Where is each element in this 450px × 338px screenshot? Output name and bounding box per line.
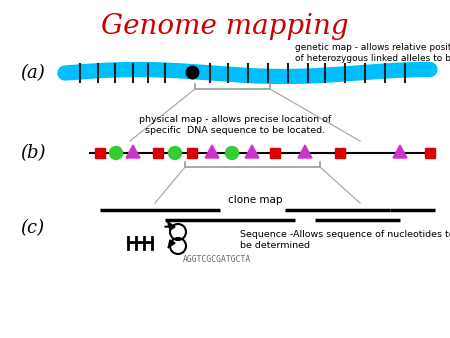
Bar [187,148,197,158]
Polygon shape [298,145,312,158]
Circle shape [225,146,238,160]
Polygon shape [393,145,407,158]
Polygon shape [168,240,175,248]
Bar [153,148,163,158]
Text: Genome mapping: Genome mapping [101,13,349,40]
Polygon shape [245,145,259,158]
Text: clone map: clone map [228,195,282,205]
Text: (b): (b) [20,144,45,162]
Text: genetic map - allows relative positions
of heterozygous linked alleles to be loc: genetic map - allows relative positions … [295,43,450,64]
Bar [335,148,345,158]
Circle shape [168,146,181,160]
Text: Sequence -Allows sequence of nucleotides to
be determined: Sequence -Allows sequence of nucleotides… [240,230,450,250]
Bar [95,148,105,158]
Bar [425,148,435,158]
Polygon shape [126,145,140,158]
Circle shape [109,146,122,160]
Text: (a): (a) [20,64,45,82]
Text: AGGTCGCGATGCTA: AGGTCGCGATGCTA [183,256,251,265]
Polygon shape [205,145,219,158]
Polygon shape [168,222,175,230]
Bar [270,148,280,158]
Text: physical map - allows precise location of
specific  DNA sequence to be located.: physical map - allows precise location o… [139,115,331,136]
Text: (c): (c) [20,219,44,237]
